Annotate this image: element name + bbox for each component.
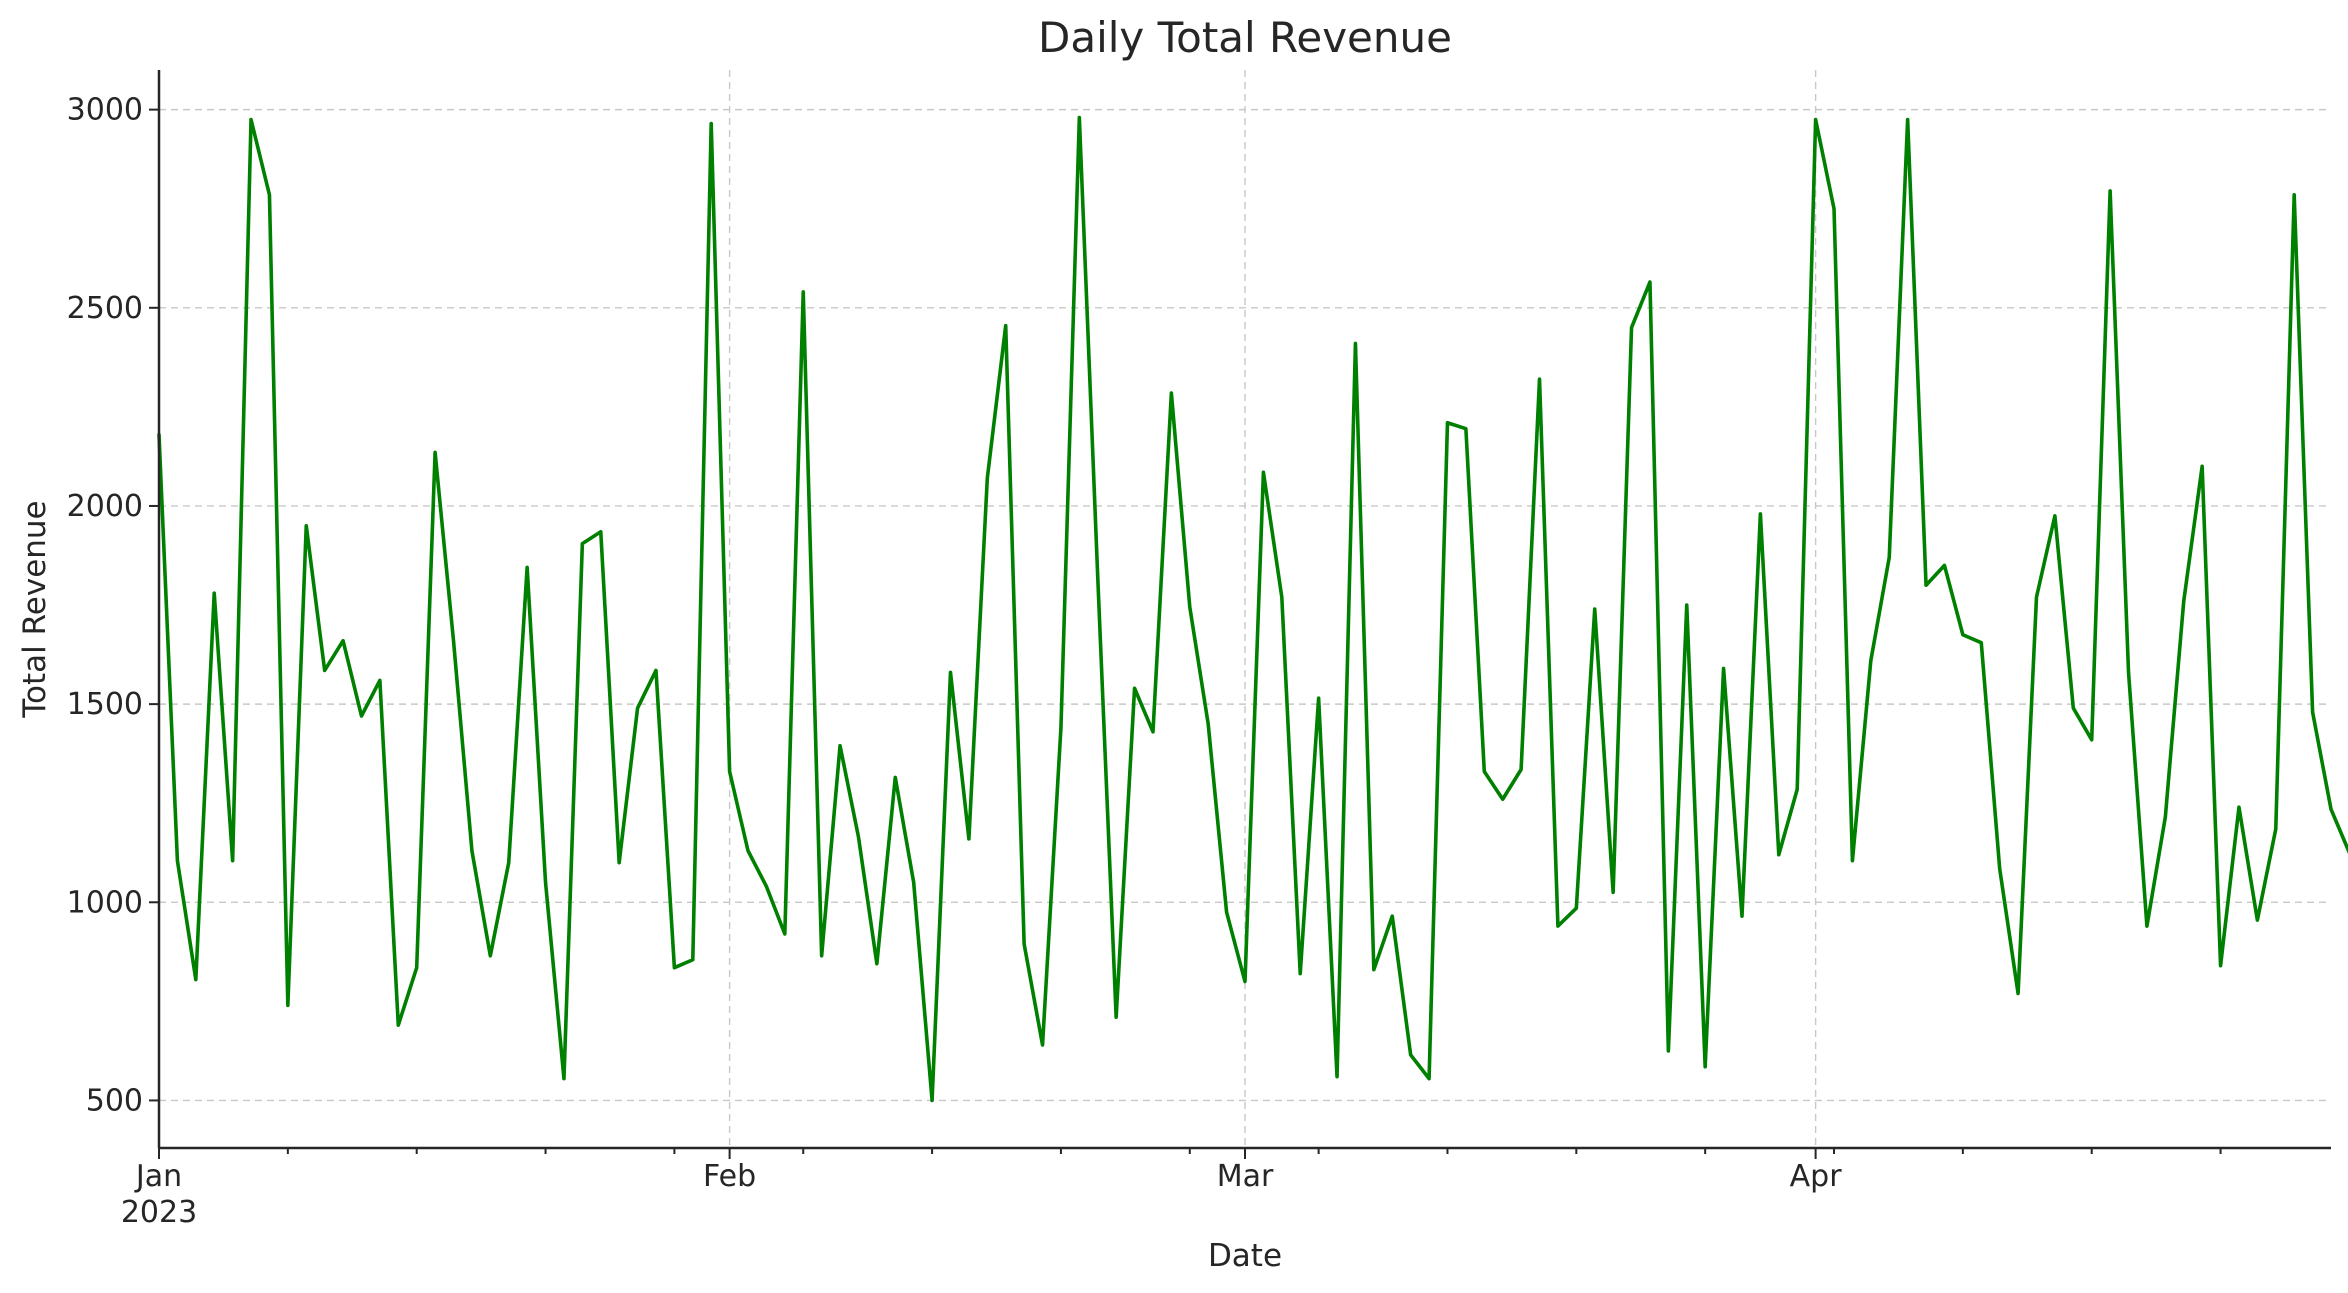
series-layer: [157, 115, 2348, 1103]
y-tick-label: 1000: [67, 885, 143, 920]
x-axis-label: Date: [1208, 1238, 1282, 1274]
grid-lines: [158, 70, 2331, 1148]
y-tick-label: 1500: [67, 687, 143, 722]
y-tick-label: 500: [86, 1083, 143, 1118]
y-tick-label: 3000: [67, 93, 143, 128]
x-tick-label: Feb: [703, 1159, 756, 1194]
x-tick-label: Mar: [1217, 1159, 1274, 1194]
x-tick-label: Apr: [1790, 1159, 1843, 1194]
revenue-series-line: [157, 115, 2348, 1103]
y-tick-label: 2000: [67, 489, 143, 524]
y-tick-label: 2500: [67, 291, 143, 326]
x-tick-year-label: 2023: [121, 1195, 197, 1230]
x-tick-label: Jan: [134, 1159, 182, 1194]
chart-title: Daily Total Revenue: [1038, 13, 1452, 62]
y-axis-label: Total Revenue: [17, 500, 53, 718]
